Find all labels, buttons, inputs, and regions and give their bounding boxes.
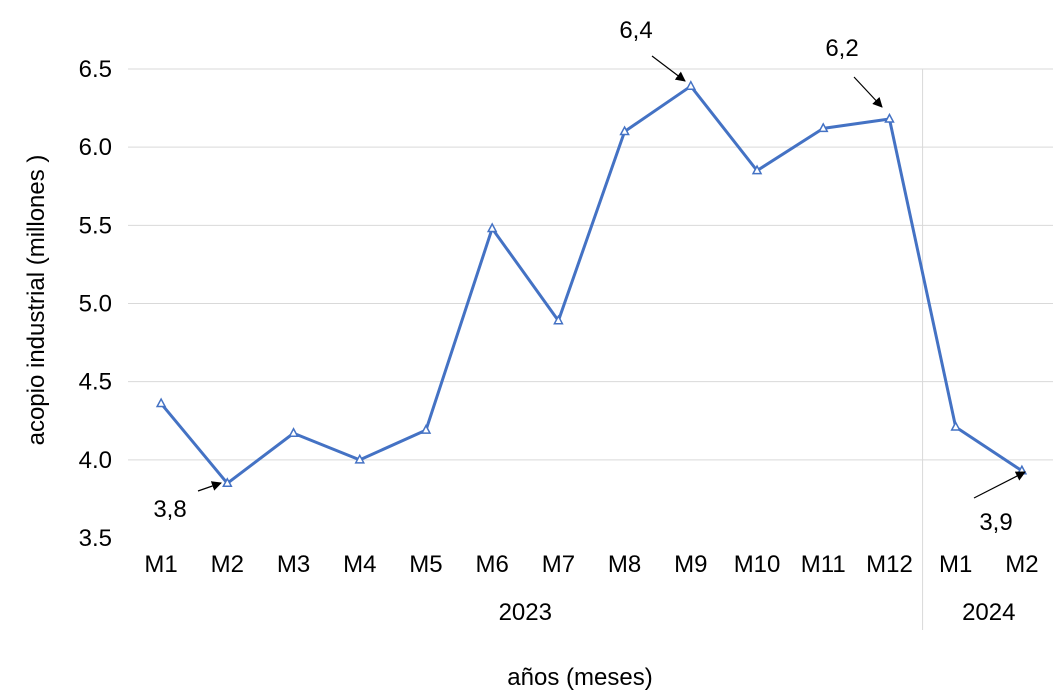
annotation-arrow bbox=[853, 76, 883, 108]
annotation-label: 6,2 bbox=[825, 35, 858, 62]
data-point bbox=[685, 80, 697, 90]
y-tick-label: 6.0 bbox=[79, 134, 112, 161]
x-tick-label: M2 bbox=[1005, 551, 1038, 578]
x-tick-label: M9 bbox=[674, 551, 707, 578]
x-axis-title: años (meses) bbox=[507, 664, 652, 691]
year-label: 2024 bbox=[962, 599, 1015, 626]
data-point bbox=[884, 112, 895, 123]
x-tick-label: M12 bbox=[866, 551, 913, 578]
x-tick-label: M1 bbox=[144, 551, 177, 578]
data-point bbox=[288, 427, 299, 438]
year-label: 2023 bbox=[499, 599, 552, 626]
data-point bbox=[950, 420, 961, 431]
x-tick-label: M6 bbox=[476, 551, 509, 578]
annotation-arrow bbox=[973, 471, 1026, 499]
y-axis-ticks: 3.5 4.0 4.5 5.0 5.5 6.0 6.5 bbox=[79, 56, 112, 552]
year-group-labels: 2023 2024 bbox=[499, 599, 1016, 626]
x-tick-label: M11 bbox=[801, 551, 846, 578]
data-point bbox=[817, 122, 829, 133]
y-tick-label: 5.0 bbox=[79, 291, 112, 318]
y-axis-title: acopio industrial (millones ) bbox=[23, 155, 50, 446]
x-tick-label: M8 bbox=[608, 551, 641, 578]
data-point bbox=[420, 424, 432, 434]
data-point bbox=[486, 222, 498, 233]
x-tick-label: M2 bbox=[211, 551, 244, 578]
x-tick-label: M4 bbox=[343, 551, 376, 578]
data-point bbox=[155, 397, 167, 408]
annotation-label: 3,9 bbox=[979, 509, 1012, 536]
data-point bbox=[222, 477, 233, 488]
x-tick-label: M3 bbox=[277, 551, 310, 578]
y-tick-label: 5.5 bbox=[79, 212, 112, 239]
y-tick-label: 4.0 bbox=[79, 447, 112, 474]
y-tick-label: 3.5 bbox=[79, 525, 112, 552]
x-tick-label: M7 bbox=[542, 551, 575, 578]
x-axis-ticks: M1 M2 M3 M4 M5 M6 M7 M8 M9 M10 M11 M12 M1 M2 bbox=[144, 551, 1038, 578]
annotation-label: 3,8 bbox=[153, 496, 186, 523]
data-point bbox=[751, 164, 763, 175]
annotations: 3,8 6,4 6,2 3,9 bbox=[153, 17, 1026, 536]
annotation-arrow bbox=[197, 481, 222, 492]
series-acopio bbox=[155, 80, 1028, 488]
annotation-arrow bbox=[651, 55, 686, 82]
data-point bbox=[553, 314, 564, 325]
data-point bbox=[619, 125, 630, 136]
x-tick-label: M10 bbox=[734, 551, 781, 578]
y-tick-label: 4.5 bbox=[79, 369, 112, 396]
x-tick-label: M5 bbox=[409, 551, 442, 578]
x-tick-label: M1 bbox=[939, 551, 972, 578]
y-tick-label: 6.5 bbox=[79, 56, 112, 83]
data-point bbox=[354, 453, 365, 464]
gridlines bbox=[128, 68, 1053, 461]
series-line bbox=[159, 84, 1023, 485]
annotation-label: 6,4 bbox=[619, 17, 652, 44]
